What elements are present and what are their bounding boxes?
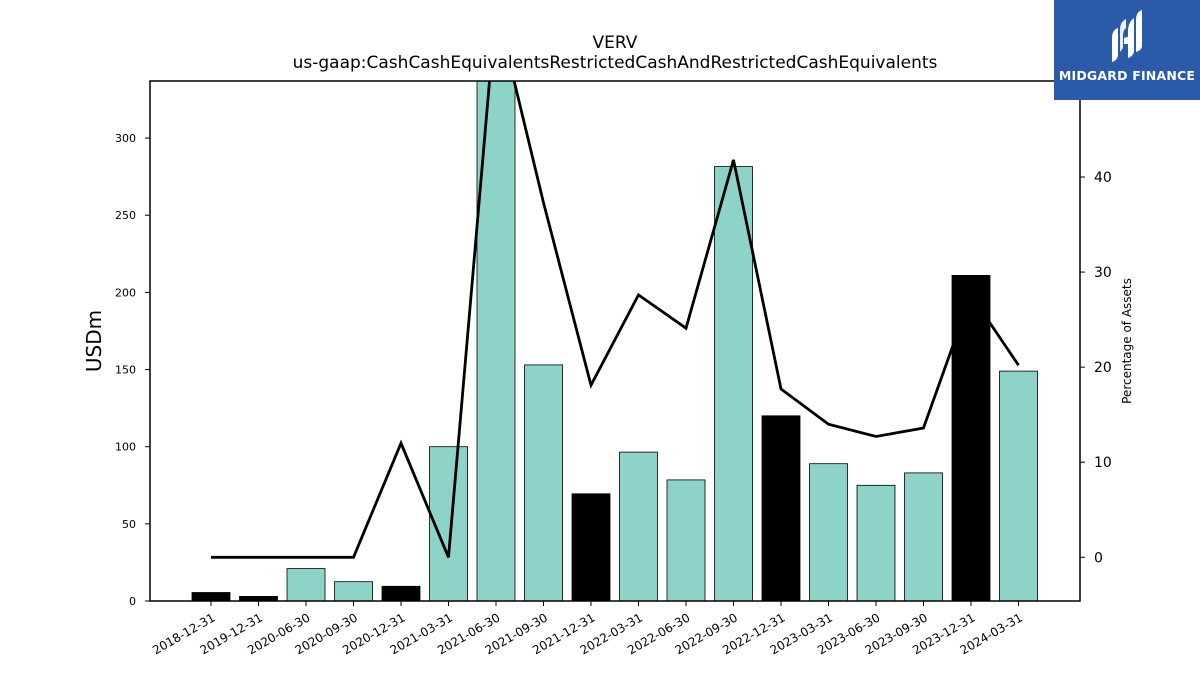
y-tick-label: 100	[115, 441, 136, 454]
logo-text: MIDGARD FINANCE	[1058, 68, 1196, 83]
bar-2020-06-30	[286, 568, 326, 601]
y-tick-label: 0	[129, 595, 136, 608]
plot-frame	[149, 80, 1081, 602]
bar-2021-12-31	[571, 493, 611, 601]
chart-subtitle: us-gaap:CashCashEquivalentsRestrictedCas…	[293, 53, 938, 73]
chart-title: VERV	[593, 33, 638, 53]
bar-2018-12-31	[191, 592, 231, 601]
y2-tick-label: 0	[1094, 550, 1103, 566]
logo-mark-icon	[1112, 10, 1142, 62]
y-tick-label: 150	[115, 364, 136, 377]
bar-2019-12-31	[239, 596, 278, 601]
bar-2022-03-31	[619, 451, 658, 601]
y2-tick-label: 40	[1094, 170, 1112, 186]
y2-tick-label: 20	[1094, 360, 1112, 376]
bar-2021-09-30	[524, 364, 563, 601]
y-tick-label: 250	[115, 209, 136, 222]
y2-tick-label: 30	[1094, 265, 1112, 281]
bar-2022-06-30	[666, 479, 706, 601]
bar-2023-09-30	[904, 472, 943, 601]
bar-2020-09-30	[334, 581, 373, 601]
y-tick-label: 300	[115, 132, 136, 145]
bar-2023-12-31	[951, 274, 991, 601]
y-axis-label: USDm	[82, 310, 106, 372]
line-group	[211, 81, 1020, 559]
y2-tick-label: 10	[1094, 455, 1112, 471]
bars-group	[191, 81, 1038, 601]
y-tick-label: 50	[122, 518, 136, 531]
bar-2020-12-31	[381, 585, 421, 601]
bar-2023-03-31	[809, 463, 848, 601]
percentage-line	[211, 81, 1020, 559]
y2-axis-label: Percentage of Assets	[1120, 278, 1134, 404]
bar-2022-12-31	[761, 415, 801, 601]
bar-2024-03-31	[999, 370, 1038, 601]
bar-2022-09-30	[714, 166, 753, 601]
midgard-finance-logo: MIDGARD FINANCE	[1054, 0, 1200, 100]
y-tick-label: 200	[115, 286, 136, 299]
bar-2023-06-30	[856, 484, 896, 601]
